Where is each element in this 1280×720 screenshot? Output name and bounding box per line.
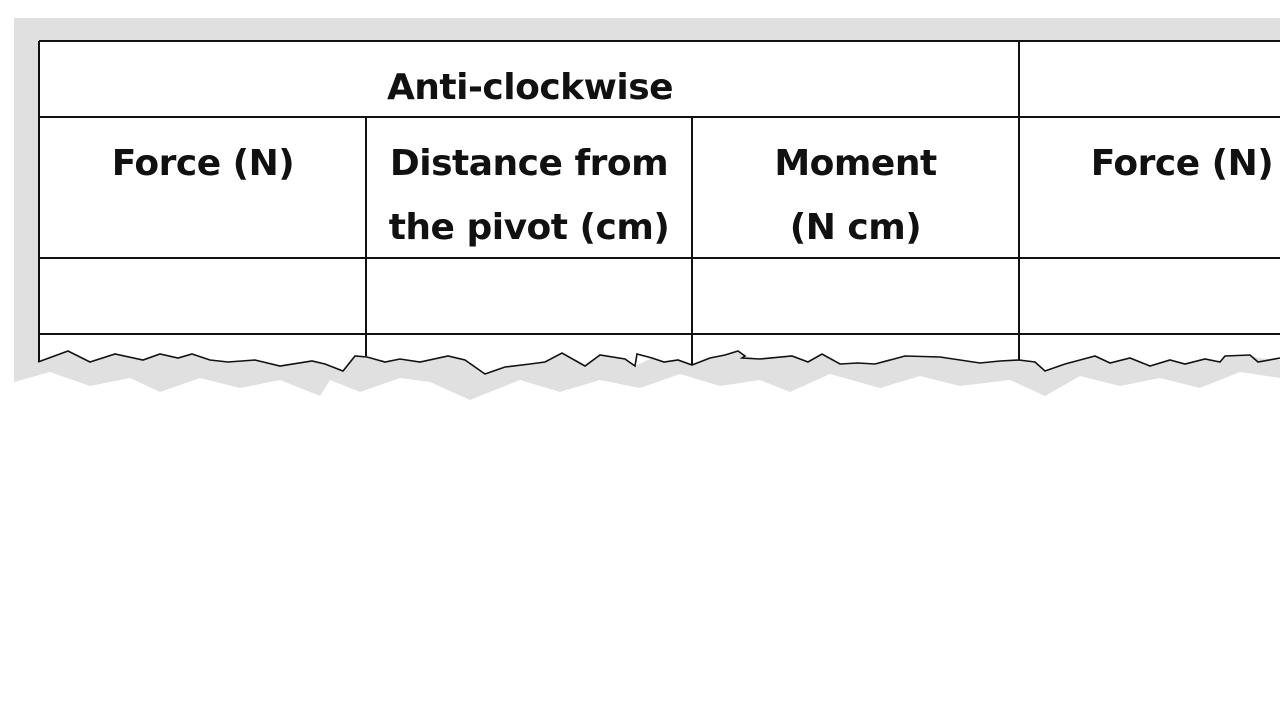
- column-header-force-clockwise: Force (N): [1019, 132, 1280, 196]
- column-header-moment-line1: Moment: [774, 143, 937, 184]
- column-header-moment: Moment (N cm): [692, 132, 1019, 260]
- group-header-anticlockwise: Anti-clockwise: [386, 67, 674, 108]
- column-header-distance-line1: Distance from: [389, 143, 669, 184]
- column-header-force-clockwise-label: Force (N): [1090, 143, 1274, 184]
- column-header-moment-line2: (N cm): [789, 207, 922, 248]
- column-header-force: Force (N): [40, 132, 366, 196]
- paper: [38, 40, 1280, 374]
- column-header-distance: Distance from the pivot (cm): [366, 132, 692, 260]
- column-header-force-label: Force (N): [111, 143, 295, 184]
- column-header-distance-line2: the pivot (cm): [388, 207, 670, 248]
